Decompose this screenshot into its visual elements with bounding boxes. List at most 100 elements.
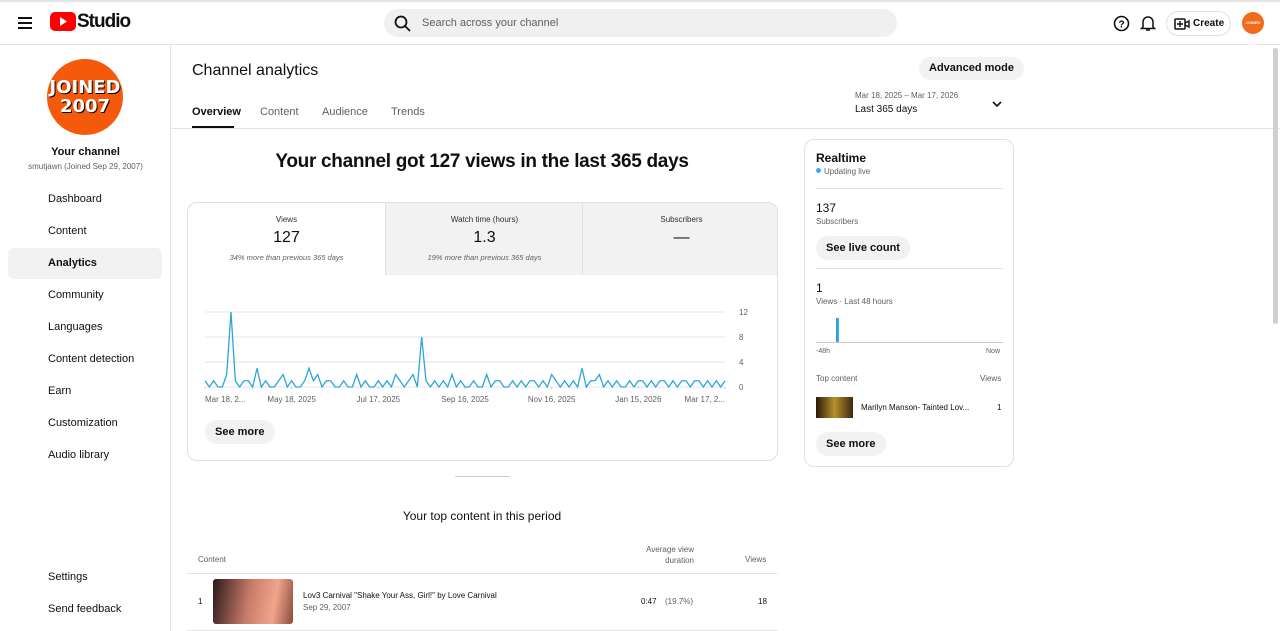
metric-tab[interactable]: Watch time (hours) 1.3 19% more than previ… <box>385 203 582 275</box>
line-series <box>204 311 726 389</box>
column-header: Views <box>745 555 767 564</box>
see-more-button[interactable]: See more <box>205 420 275 444</box>
row-title[interactable]: Lov3 Carnival "Shake Your Ass, Girl!" by… <box>303 591 497 600</box>
metric-value: 127 <box>273 229 300 246</box>
tab[interactable]: Trends <box>391 106 425 118</box>
nav-label: Settings <box>48 571 88 583</box>
metric-tab[interactable]: Views 127 34% more than previous 365 days <box>188 203 385 275</box>
row-date: Sep 29, 2007 <box>303 603 351 612</box>
nav-item[interactable]: Earn <box>8 376 162 407</box>
channel-title: Your channel <box>51 146 120 158</box>
realtime-bars <box>816 318 1003 343</box>
nav-item[interactable]: Send feedback <box>8 594 162 625</box>
nav-label: Dashboard <box>48 193 102 205</box>
nav-label: Analytics <box>48 257 97 269</box>
nav-item[interactable]: Audio library <box>8 440 162 471</box>
item-title[interactable]: Marilyn Manson- Tainted Lov... <box>861 403 970 412</box>
advanced-mode-button[interactable]: Advanced mode <box>919 57 1024 80</box>
sidebar: JOINED 2007 Your channel smutjawn (Joine… <box>0 45 171 631</box>
divider <box>816 268 1003 269</box>
nav-label: Send feedback <box>48 603 122 615</box>
divider <box>187 573 778 574</box>
nav-label: Content detection <box>48 353 135 365</box>
nav-label: Content <box>48 225 87 237</box>
help-icon[interactable]: ? <box>1113 15 1130 32</box>
divider <box>171 128 1280 129</box>
see-more-button[interactable]: See more <box>816 432 886 456</box>
y-tick-label: 12 <box>739 308 748 317</box>
avatar-text: JOINED <box>49 77 121 98</box>
nav-item[interactable]: Content <box>8 216 162 247</box>
row-views: 18 <box>758 597 767 606</box>
realtime-title: Realtime <box>816 151 867 165</box>
x-tick-label: Jan 15, 2026 <box>615 395 662 404</box>
nav-item[interactable]: Languages <box>8 312 162 343</box>
page-title: Channel analytics <box>192 62 319 79</box>
channel-subtitle: smutjawn (Joined Sep 29, 2007) <box>28 162 143 171</box>
thumbnail[interactable] <box>213 579 293 624</box>
x-tick-label: Jul 17, 2025 <box>357 395 401 404</box>
avatar-text: 2007 <box>59 96 111 117</box>
x-tick-label: Sep 16, 2025 <box>441 395 489 404</box>
thumbnail[interactable] <box>816 397 853 418</box>
search-placeholder: Search across your channel <box>422 17 559 29</box>
realtime-card: Realtime Updating live 137 Subscribers S… <box>804 139 1014 467</box>
x-tick-label: Mar 17, 2... <box>685 395 725 404</box>
y-tick-label: 4 <box>739 358 744 367</box>
views-label: Views · Last 48 hours <box>816 297 893 306</box>
nav-item[interactable]: Analytics <box>8 248 162 279</box>
row-rank: 1 <box>198 597 203 606</box>
logo[interactable]: Studio <box>77 11 131 32</box>
bar <box>835 318 839 342</box>
item-views: 1 <box>997 403 1002 412</box>
live-count-button[interactable]: See live count <box>816 236 910 260</box>
date-range: Mar 18, 2025 – Mar 17, 2026 <box>855 91 959 100</box>
metric-value: 1.3 <box>473 229 496 246</box>
top-views-label: Views <box>980 374 1002 383</box>
overview-card: 0 4 8 12 Mar 18, 2... May 18, 2025 Jul 17, 202… <box>187 202 778 461</box>
nav-item[interactable]: Content detection <box>8 344 162 375</box>
column-header: Average view duration <box>646 545 694 565</box>
scrollbar[interactable] <box>1273 48 1278 324</box>
tab[interactable]: Overview <box>192 106 241 118</box>
metric-note: 34% more than previous 365 days <box>229 253 344 262</box>
create-icon <box>1174 18 1190 30</box>
top-bar: Studio Search across your channel ? Crea… <box>0 0 1280 47</box>
nav-label: Languages <box>48 321 103 333</box>
metric-tab[interactable]: Subscribers — <box>582 203 777 275</box>
tab[interactable]: Audience <box>322 106 368 118</box>
logo-icon[interactable] <box>50 12 76 32</box>
nav-item[interactable]: Dashboard <box>8 184 162 215</box>
create-button[interactable]: Create <box>1166 11 1231 36</box>
period-dropdown[interactable] <box>991 99 1003 109</box>
views-count: 1 <box>816 281 823 295</box>
channel-avatar[interactable]: JOINED 2007 <box>47 59 123 135</box>
nav-label: Earn <box>48 385 72 397</box>
divider <box>455 476 510 477</box>
nav-label: Community <box>48 289 104 301</box>
nav-item[interactable]: Customization <box>8 408 162 439</box>
live-dot <box>816 168 821 173</box>
search-box[interactable]: Search across your channel <box>384 9 897 37</box>
menu-icon[interactable] <box>16 14 34 32</box>
x-tick-label: Nov 16, 2025 <box>528 395 576 404</box>
x-tick-label: May 18, 2025 <box>267 395 316 404</box>
nav-item[interactable]: Settings <box>8 562 162 593</box>
tab[interactable]: Content <box>260 106 299 118</box>
top-content-label: Top content <box>816 374 858 383</box>
subscriber-count: 137 <box>816 201 837 215</box>
divider <box>816 188 1003 189</box>
account-avatar[interactable]: JOINED 2007 <box>1242 12 1264 47</box>
svg-text:?: ? <box>1118 20 1124 31</box>
notifications-icon[interactable] <box>1140 14 1156 32</box>
period[interactable]: Last 365 days <box>855 104 918 115</box>
axis-end: Now <box>986 348 1001 355</box>
row-duration: 0:47 <box>641 597 657 606</box>
headline: Your channel got 127 views in the last 3… <box>275 151 689 172</box>
metric-label: Watch time (hours) <box>450 215 519 224</box>
metric-label: Subscribers <box>660 215 703 224</box>
column-header: Content <box>198 555 227 564</box>
nav-item[interactable]: Community <box>8 280 162 311</box>
row-percent: (19.7%) <box>665 597 694 606</box>
